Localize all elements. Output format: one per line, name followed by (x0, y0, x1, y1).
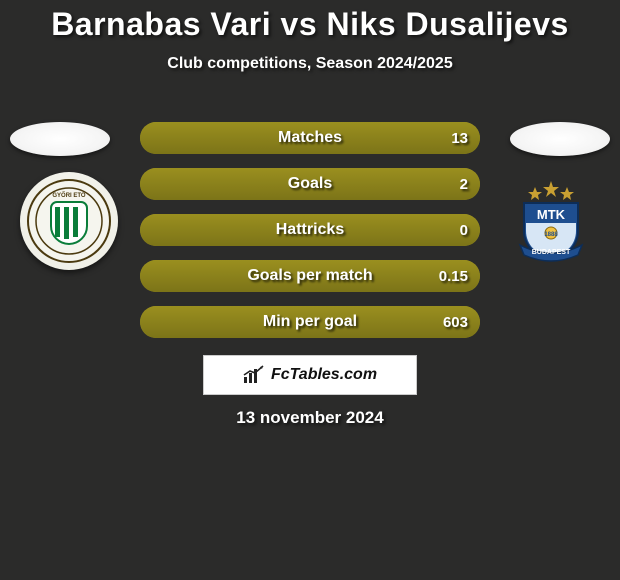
svg-text:1888: 1888 (544, 232, 558, 238)
stat-label: Matches (140, 122, 480, 154)
club-badge-right: MTK BUDAPEST 1888 (502, 175, 600, 273)
stat-row: Matches13 (140, 122, 480, 154)
subtitle: Club competitions, Season 2024/2025 (0, 55, 620, 73)
stat-row: Min per goal603 (140, 306, 480, 338)
stat-value-right: 603 (443, 306, 468, 338)
stat-value-right: 0 (460, 214, 468, 246)
stat-value-right: 0.15 (439, 260, 468, 292)
svg-text:MTK: MTK (537, 207, 566, 222)
stat-row: Goals2 (140, 168, 480, 200)
stat-row: Hattricks0 (140, 214, 480, 246)
stat-label: Goals per match (140, 260, 480, 292)
stat-value-right: 2 (460, 168, 468, 200)
stat-label: Min per goal (140, 306, 480, 338)
svg-text:GYŐRI ETO: GYŐRI ETO (52, 192, 86, 199)
player-photo-left (10, 122, 110, 156)
stats-panel: Matches13 Goals2 Hattricks0 Goals per match… (140, 122, 480, 352)
chart-bars-icon (243, 365, 265, 385)
svg-text:BUDAPEST: BUDAPEST (532, 249, 571, 256)
club-badge-left: GYŐRI ETO (20, 172, 118, 270)
stat-label: Hattricks (140, 214, 480, 246)
watermark-text: FcTables.com (271, 366, 377, 384)
page-title: Barnabas Vari vs Niks Dusalijevs (0, 0, 620, 43)
mtk-badge-icon: MTK BUDAPEST 1888 (502, 175, 600, 273)
stat-row: Goals per match0.15 (140, 260, 480, 292)
generated-date: 13 november 2024 (0, 408, 620, 428)
stat-value-right: 13 (451, 122, 468, 154)
watermark: FcTables.com (203, 355, 417, 395)
gyor-eto-badge-icon: GYŐRI ETO (27, 179, 111, 263)
player-photo-right (510, 122, 610, 156)
stat-label: Goals (140, 168, 480, 200)
